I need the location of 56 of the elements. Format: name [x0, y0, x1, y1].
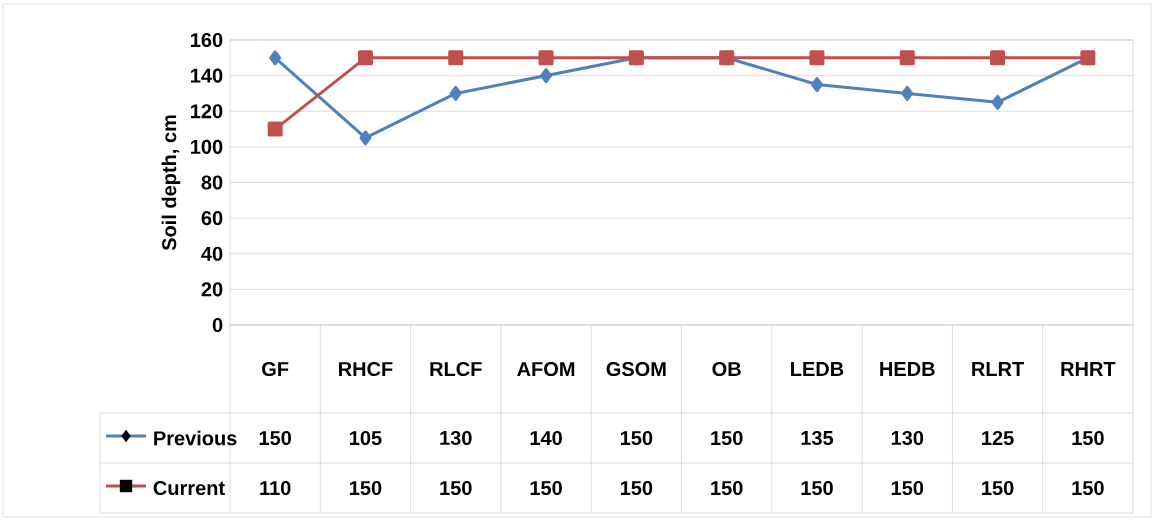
- x-tick-label: RLCF: [430, 361, 482, 377]
- y-tick-label: 100: [191, 139, 223, 154]
- data-label: 150: [350, 480, 382, 496]
- point: [810, 77, 823, 93]
- data-label: 140: [530, 430, 562, 446]
- x-tick-label: LEDB: [791, 362, 844, 376]
- data-label: 150: [1072, 430, 1104, 446]
- data-label: 130: [440, 430, 472, 446]
- data-label: 105: [350, 430, 382, 446]
- point: [448, 50, 464, 66]
- y-tick-label: 20: [201, 282, 223, 297]
- legend-label: Current: [153, 480, 225, 496]
- point: [357, 50, 373, 66]
- data-label: 150: [530, 480, 562, 496]
- point: [267, 121, 283, 137]
- x-tick-label: GF: [262, 361, 289, 377]
- data-label: 150: [440, 480, 472, 496]
- x-tick-label: GSOM: [606, 361, 666, 377]
- y-tick-label: 120: [191, 104, 223, 119]
- point: [269, 50, 282, 66]
- data-label: 150: [982, 480, 1014, 496]
- legend-label: Previous: [154, 430, 237, 446]
- point: [359, 130, 372, 146]
- point: [449, 85, 462, 101]
- point: [991, 94, 1004, 110]
- x-tick-label: HEDB: [880, 362, 935, 376]
- x-tick-label: RLRT: [972, 362, 1024, 376]
- point: [901, 85, 914, 101]
- data-label: 150: [620, 480, 653, 496]
- data-label: 150: [801, 480, 833, 496]
- point: [538, 50, 554, 66]
- data-label: 110: [260, 480, 291, 496]
- y-tick-label: 0: [212, 317, 223, 333]
- data-label: 150: [620, 430, 653, 446]
- y-tick-label: 60: [201, 211, 223, 226]
- data-label: 150: [711, 430, 743, 446]
- x-tick-label: RHCF: [339, 361, 393, 377]
- point: [540, 68, 553, 84]
- data-label: 150: [1072, 480, 1104, 496]
- y-tick-label: 140: [191, 68, 223, 83]
- data-label: 150: [891, 480, 924, 496]
- point: [990, 50, 1006, 66]
- data-label: 150: [711, 480, 743, 496]
- y-tick-label: 40: [201, 246, 223, 261]
- data-label: 150: [259, 430, 292, 446]
- point: [899, 50, 915, 66]
- y-tick-label: 160: [191, 32, 223, 48]
- x-tick-label: AFOM: [517, 361, 575, 377]
- data-label: 135: [801, 430, 834, 446]
- y-axis-title: Soil depth, cm: [161, 115, 181, 251]
- x-tick-label: RHRT: [1061, 362, 1116, 376]
- data-label: 125: [982, 430, 1014, 446]
- x-tick-label: OB: [712, 361, 741, 377]
- point: [809, 50, 825, 66]
- y-tick-label: 80: [201, 175, 223, 190]
- data-label: 130: [891, 430, 924, 446]
